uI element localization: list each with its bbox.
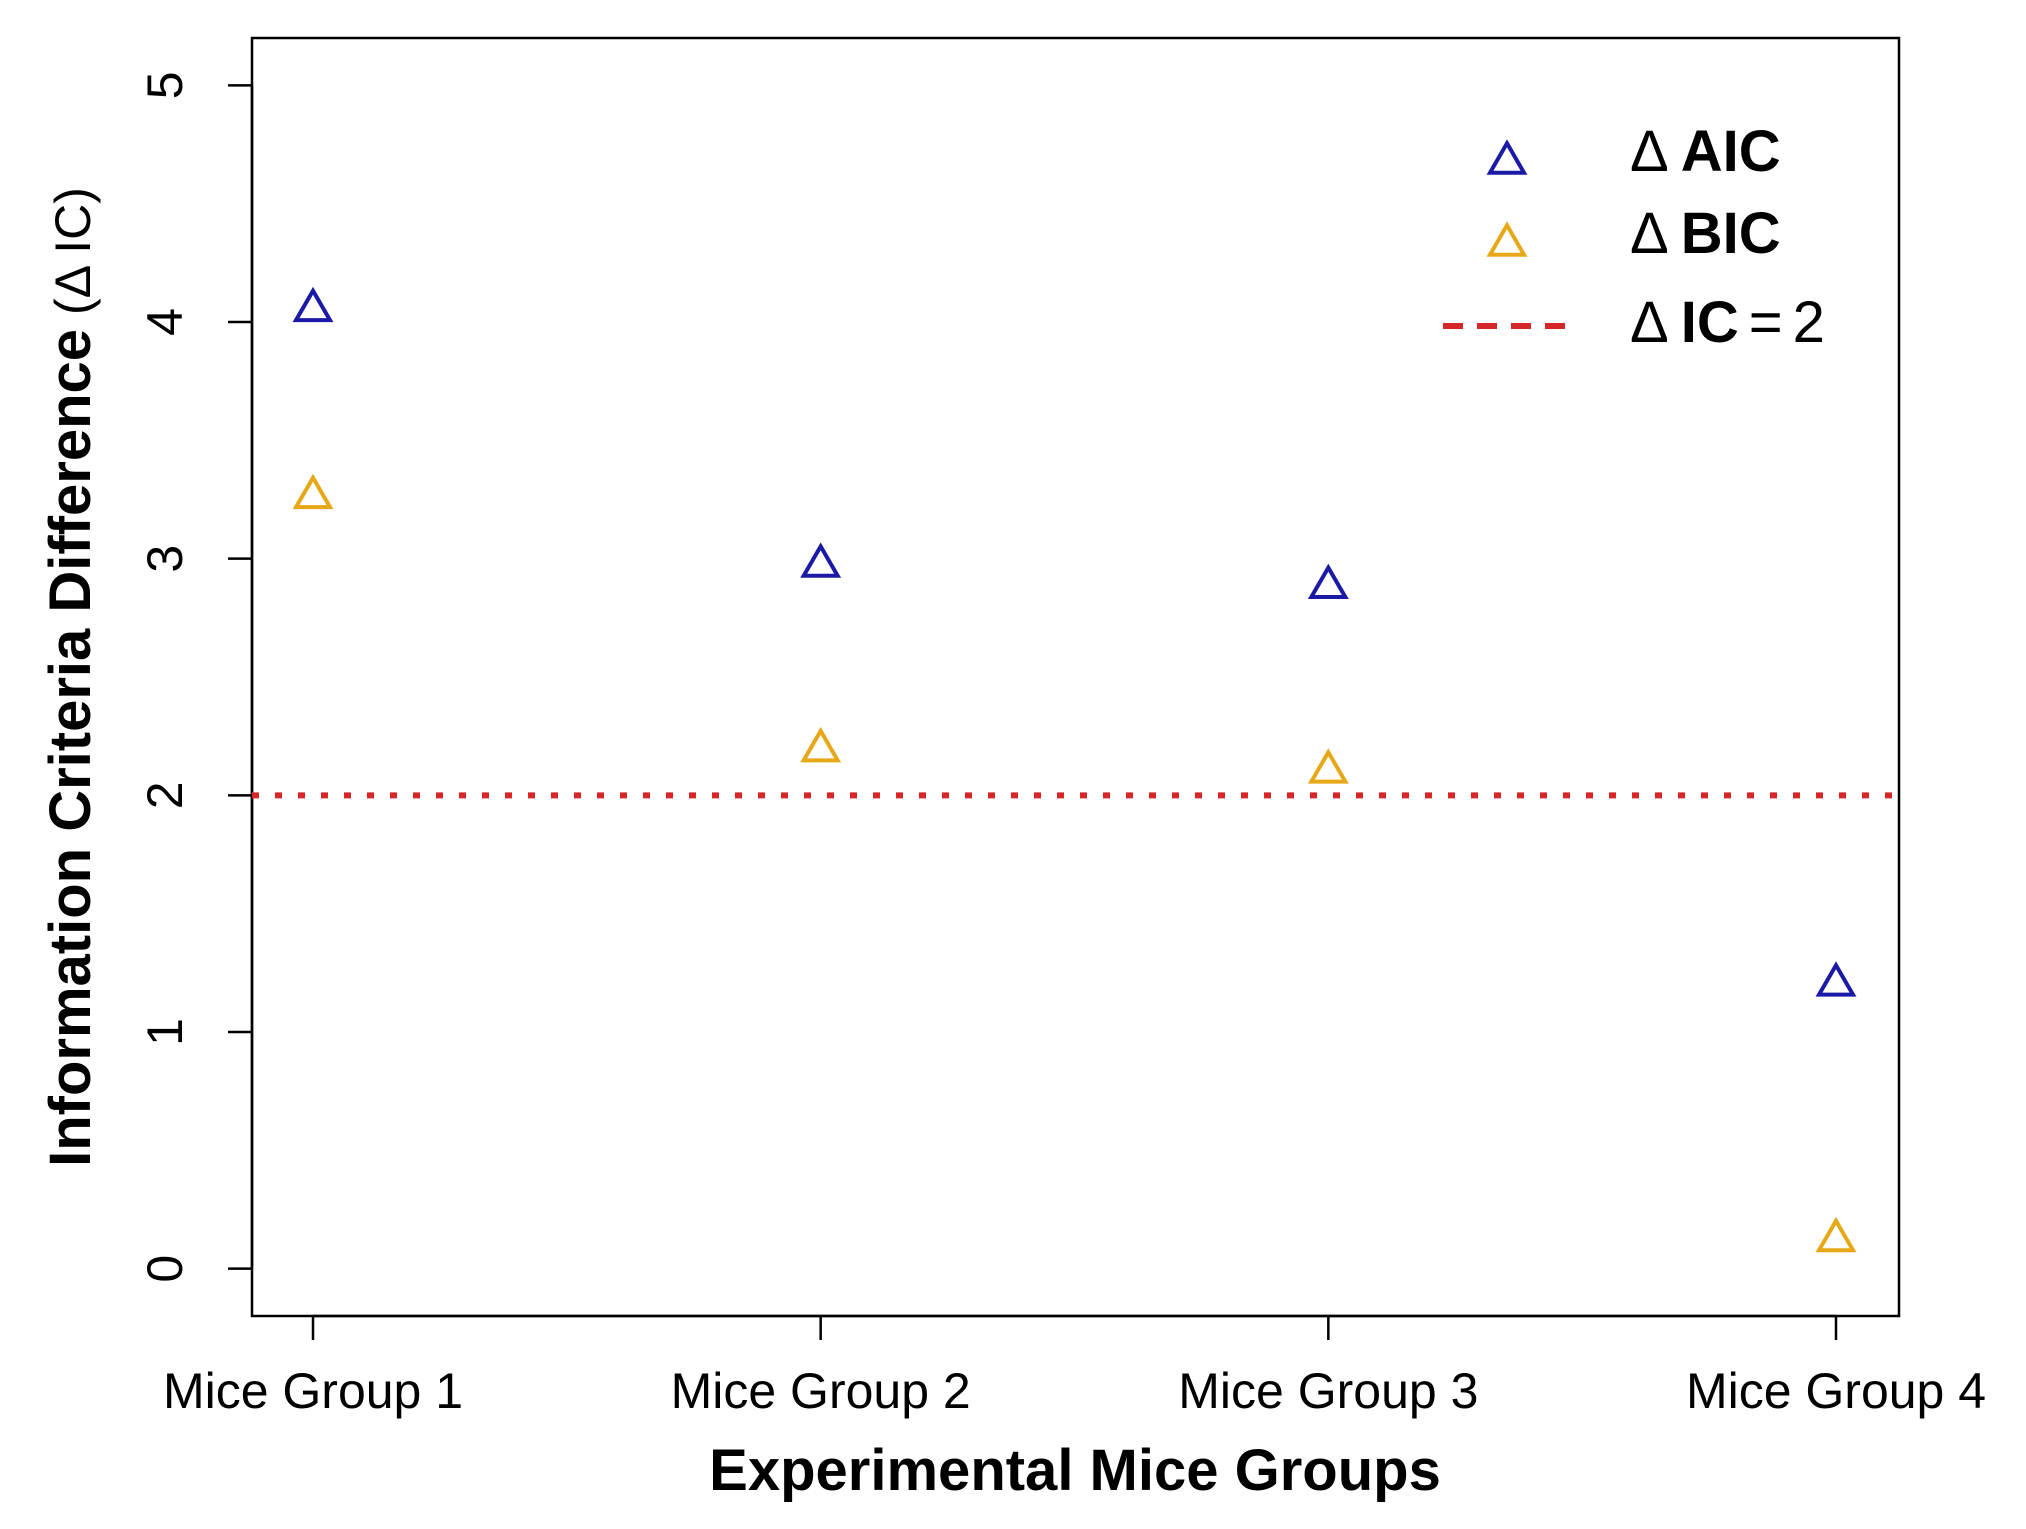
- x-axis-title: Experimental Mice Groups: [709, 1438, 1441, 1503]
- y-tick-label: 4: [137, 308, 193, 336]
- y-tick-label: 5: [137, 71, 193, 99]
- x-tick-label: Mice Group 4: [1686, 1363, 1986, 1419]
- point-bic: [1815, 1216, 1857, 1253]
- legend-label-bic: Δ BIC: [1630, 201, 1781, 266]
- y-axis: 0 1 2 3 4 5: [137, 71, 254, 1283]
- y-tick-label: 3: [137, 545, 193, 573]
- y-tick-label: 0: [137, 1255, 193, 1283]
- point-bic: [800, 726, 842, 763]
- legend-label-aic: Δ AIC: [1630, 119, 1781, 184]
- y-axis-title-paren: (Δ IC): [45, 187, 101, 315]
- points-layer: [292, 286, 1857, 1253]
- x-axis: Mice Group 1 Mice Group 2 Mice Group 3 Mice…: [163, 1314, 1986, 1419]
- y-tick-label: 1: [137, 1018, 193, 1046]
- point-aic: [800, 542, 842, 578]
- svg-text:Information Criteria Differenc: Information Criteria Difference (Δ IC): [38, 187, 103, 1167]
- x-tick-label: Mice Group 2: [671, 1363, 971, 1419]
- point-bic: [1307, 748, 1349, 784]
- y-tick-label: 2: [137, 781, 193, 809]
- point-bic: [292, 473, 334, 510]
- x-tick-label: Mice Group 1: [163, 1363, 463, 1419]
- y-axis-title-main: Information Criteria Difference: [38, 329, 103, 1167]
- point-aic: [1815, 961, 1857, 997]
- y-axis-title: Information Criteria Difference (Δ IC): [38, 187, 103, 1167]
- point-aic: [1307, 563, 1349, 600]
- legend: Δ AIC Δ BIC Δ IC = 2: [1443, 119, 1825, 355]
- legend-label-reference: Δ IC = 2: [1630, 290, 1825, 355]
- legend-marker-bic: [1486, 221, 1528, 257]
- x-tick-label: Mice Group 3: [1178, 1363, 1478, 1419]
- legend-marker-aic: [1486, 139, 1528, 175]
- point-aic: [292, 286, 334, 323]
